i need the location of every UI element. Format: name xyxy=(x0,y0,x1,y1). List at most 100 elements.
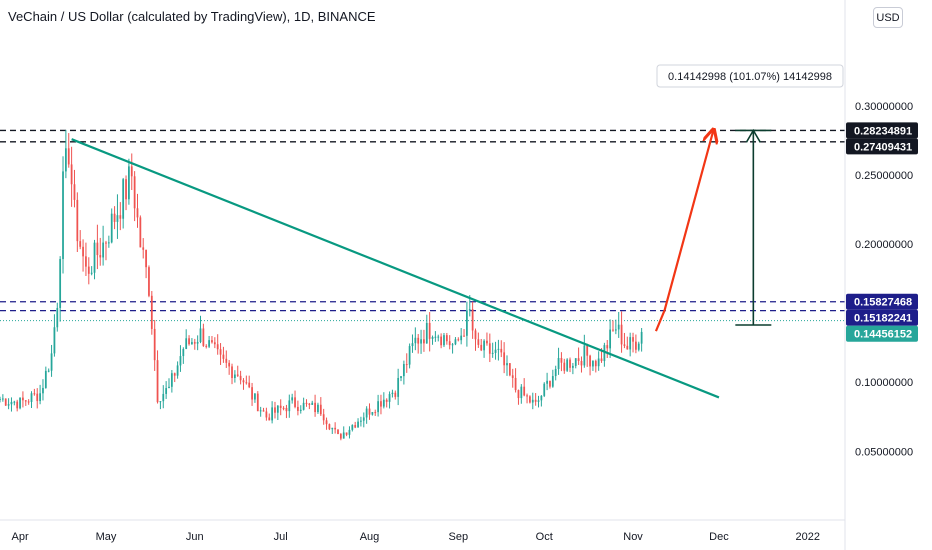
x-tick-label: Aug xyxy=(360,531,380,543)
candle-body xyxy=(360,420,362,422)
candle-body xyxy=(302,402,305,410)
candle-body xyxy=(225,358,228,363)
candle-body xyxy=(288,400,291,412)
candle-body xyxy=(176,365,179,376)
candle-body xyxy=(586,345,589,356)
candle-body xyxy=(90,272,93,274)
candle-body xyxy=(236,374,239,376)
candle-body xyxy=(113,213,116,222)
candle-body xyxy=(626,345,629,350)
candle-body xyxy=(420,339,422,344)
candle-body xyxy=(434,336,437,338)
candle-body xyxy=(508,363,511,376)
candle-body xyxy=(279,405,282,408)
candle-body xyxy=(222,354,225,359)
candle-body xyxy=(388,394,391,402)
candle-body xyxy=(24,400,27,402)
candle-body xyxy=(0,398,1,400)
price-badge-label: 0.14456152 xyxy=(854,329,912,341)
price-badge-label: 0.15182241 xyxy=(854,313,912,325)
candle-body xyxy=(87,266,90,274)
candle-body xyxy=(62,171,64,260)
candle-body xyxy=(317,404,319,413)
candle-body xyxy=(397,377,400,397)
projection-path[interactable] xyxy=(654,131,713,332)
candle-body xyxy=(417,337,420,344)
candle-body xyxy=(56,307,59,328)
candle-body xyxy=(583,345,586,366)
candle-body xyxy=(105,242,107,244)
x-tick-label: Jun xyxy=(186,531,204,543)
candle-body xyxy=(537,400,540,402)
candle-body xyxy=(437,336,440,338)
x-tick-label: May xyxy=(96,531,117,543)
x-tick-label: Oct xyxy=(536,531,553,543)
candle-body xyxy=(348,429,351,435)
candle-body xyxy=(36,393,39,402)
candle-body xyxy=(551,376,554,387)
currency-button[interactable]: USD xyxy=(873,7,903,28)
candle-body xyxy=(571,365,574,368)
candle-body xyxy=(566,359,569,371)
candle-body xyxy=(1,398,4,400)
candle-body xyxy=(191,342,193,345)
candle-body xyxy=(314,402,316,413)
candle-body xyxy=(168,386,170,389)
candle-body xyxy=(402,364,405,377)
candle-body xyxy=(382,399,385,407)
candle-body xyxy=(165,388,168,394)
x-tick-label: Dec xyxy=(709,531,729,543)
candle-body xyxy=(334,427,337,430)
candle-body xyxy=(491,352,494,354)
candle-body xyxy=(136,208,139,218)
candle-body xyxy=(282,407,285,409)
candle-body xyxy=(216,344,219,350)
candle-body xyxy=(254,393,256,400)
candle-body xyxy=(380,401,382,407)
candle-body xyxy=(597,358,600,367)
candle-body xyxy=(365,408,368,418)
candle-body xyxy=(205,345,208,347)
price-badge xyxy=(846,325,918,342)
candle-body xyxy=(179,356,182,366)
candle-body xyxy=(110,213,113,243)
candle-body xyxy=(337,429,339,435)
candle-body xyxy=(488,343,491,354)
candle-body xyxy=(213,342,216,345)
candle-body xyxy=(503,352,506,366)
candle-body xyxy=(173,373,176,376)
candle-body xyxy=(291,397,294,401)
candle-body xyxy=(248,382,251,388)
candle-body xyxy=(405,364,408,366)
candle-body xyxy=(193,342,196,344)
candle-body xyxy=(93,242,96,273)
candle-body xyxy=(443,335,445,346)
candle-body xyxy=(468,309,471,311)
candle-body xyxy=(188,338,190,345)
candle-body xyxy=(614,329,617,331)
candle-body xyxy=(265,411,268,418)
candle-body xyxy=(580,360,583,366)
candle-body xyxy=(50,353,53,371)
candle-body xyxy=(285,407,288,412)
candle-body xyxy=(294,397,296,407)
candle-body xyxy=(133,176,136,209)
y-tick-label: 0.05000000 xyxy=(855,446,913,458)
candle-body xyxy=(531,399,534,403)
candle-body xyxy=(53,327,56,354)
candle-body xyxy=(85,256,87,267)
candle-body xyxy=(500,348,503,353)
candle-body xyxy=(162,393,165,402)
candle-body xyxy=(477,339,480,345)
candle-body xyxy=(474,330,477,340)
candle-body xyxy=(339,434,342,439)
price-badge xyxy=(846,293,918,310)
candle-body xyxy=(471,309,474,331)
candle-body xyxy=(233,374,236,379)
candle-body xyxy=(546,380,548,384)
descending-trendline[interactable] xyxy=(71,138,720,399)
measure-arrow-head xyxy=(745,128,762,143)
candle-body xyxy=(276,405,279,413)
candle-body xyxy=(128,166,130,200)
